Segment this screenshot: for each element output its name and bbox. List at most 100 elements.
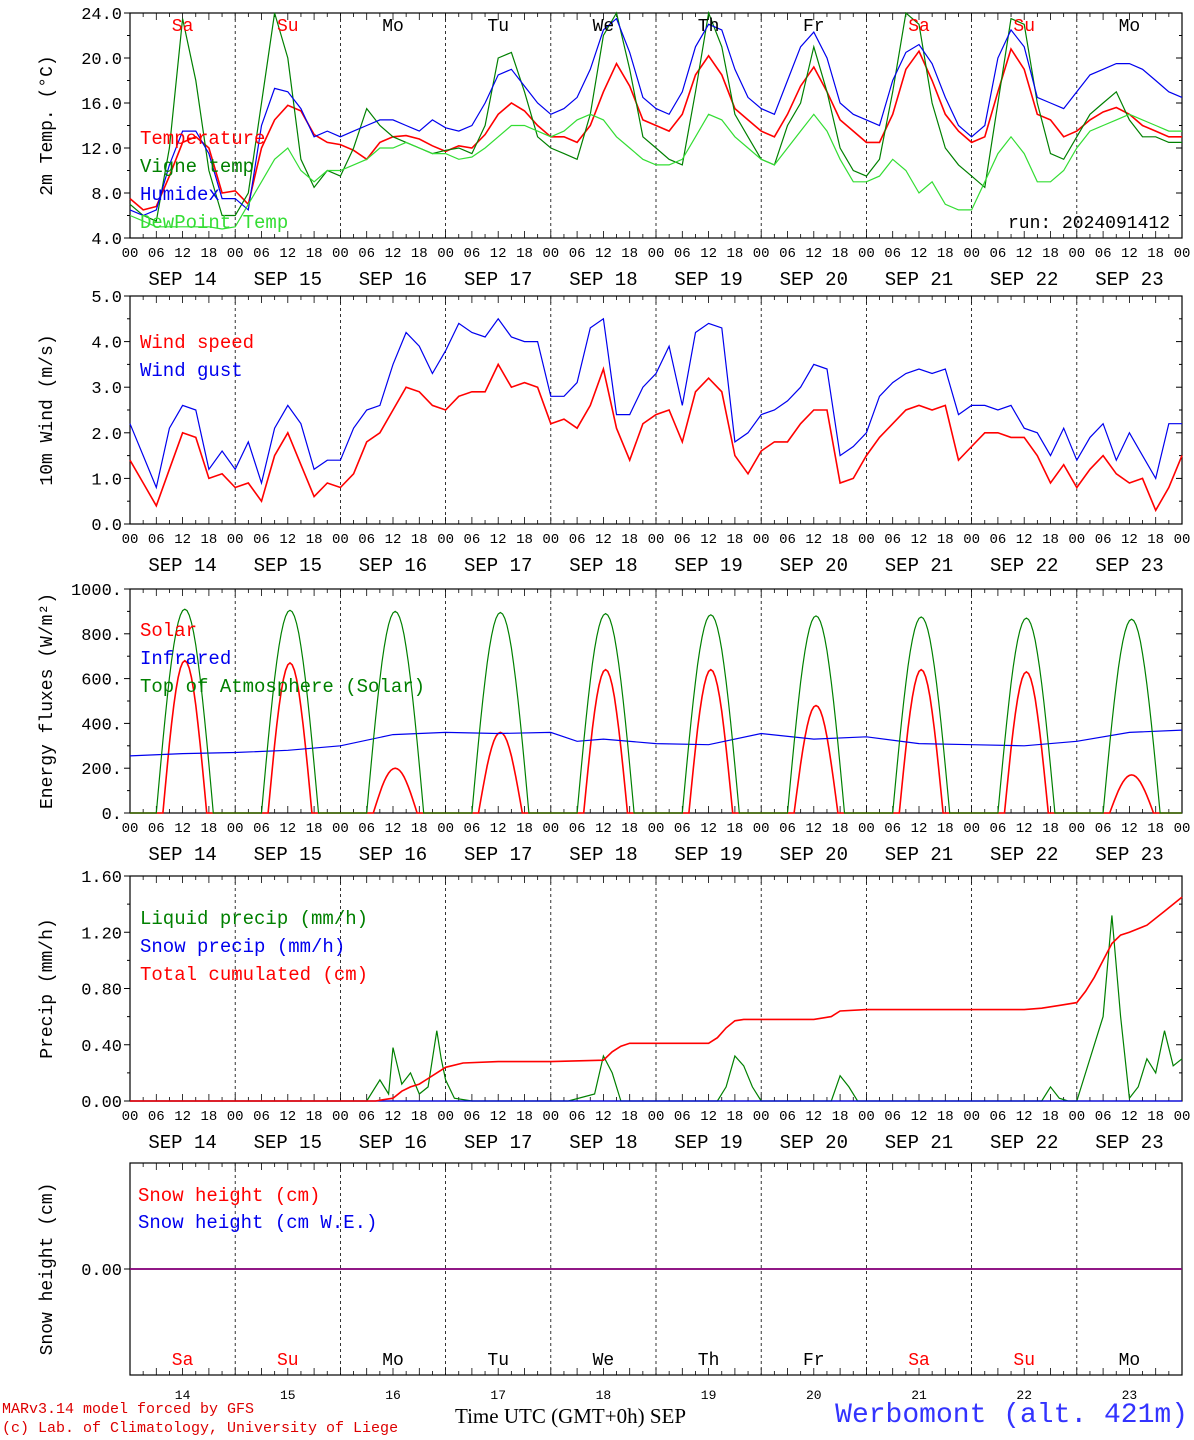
hour-tick-label: 00	[753, 1109, 770, 1125]
hour-tick-label: 00	[332, 1109, 349, 1125]
weekday-label: Mo	[1119, 1351, 1141, 1371]
hour-tick-label: 00	[122, 1109, 139, 1125]
hour-tick-label: 00	[227, 532, 244, 548]
hour-tick-label: 06	[1095, 821, 1112, 837]
date-label: SEP 23	[1095, 555, 1163, 577]
hour-tick-label: 00	[753, 821, 770, 837]
weekday-label: Sa	[908, 1351, 930, 1371]
date-label: SEP 19	[674, 1132, 742, 1154]
hour-tick-label: 18	[1147, 246, 1164, 262]
hour-tick-label: 06	[463, 821, 480, 837]
legend-entry: Temperature	[140, 128, 265, 150]
y-tick-label: 400.	[81, 716, 122, 735]
y-tick-label: 800.	[81, 627, 122, 646]
y-tick-label: 1.20	[81, 925, 122, 944]
hour-tick-label: 00	[437, 821, 454, 837]
date-label: SEP 19	[674, 555, 742, 577]
hour-tick-label: 06	[463, 532, 480, 548]
hour-tick-label: 12	[700, 246, 717, 262]
panel-energy	[124, 588, 1183, 814]
hour-tick-label: 00	[1068, 532, 1085, 548]
hour-tick-label: 00	[963, 821, 980, 837]
hour-tick-label: 18	[411, 532, 428, 548]
date-label: SEP 22	[990, 269, 1058, 291]
y-tick-label: 12.0	[81, 141, 122, 160]
hour-tick-label: 06	[358, 246, 375, 262]
hour-tick-label: 18	[306, 1109, 323, 1125]
hour-tick-label: 12	[279, 532, 296, 548]
hour-tick-label: 18	[200, 246, 217, 262]
hour-tick-label: 00	[1174, 821, 1191, 837]
hour-tick-label: 06	[358, 821, 375, 837]
hour-tick-label: 06	[569, 1109, 586, 1125]
legend-entry: Wind gust	[140, 360, 243, 382]
hour-tick-label: 18	[621, 532, 638, 548]
hour-tick-label: 18	[832, 821, 849, 837]
hour-tick-label: 00	[1174, 1109, 1191, 1125]
date-label: SEP 21	[885, 1132, 953, 1154]
hour-tick-label: 18	[1042, 532, 1059, 548]
hour-tick-label: 12	[385, 532, 402, 548]
hour-tick-label: 00	[437, 246, 454, 262]
hour-tick-label: 18	[411, 1109, 428, 1125]
hour-tick-label: 00	[858, 1109, 875, 1125]
legend-entry: Total cumulated (cm)	[140, 964, 368, 986]
date-label: SEP 18	[569, 269, 637, 291]
hour-tick-label: 06	[884, 532, 901, 548]
hour-tick-label: 06	[884, 1109, 901, 1125]
hour-tick-label: 12	[911, 1109, 928, 1125]
date-label: SEP 16	[359, 555, 427, 577]
day-number-label: 19	[701, 1388, 717, 1403]
series-liquid-precip-mm-h	[130, 915, 1183, 1102]
hour-tick-label: 12	[1016, 532, 1033, 548]
hour-tick-label: 18	[621, 246, 638, 262]
hour-tick-label: 12	[1121, 821, 1138, 837]
hour-tick-label: 12	[700, 821, 717, 837]
hour-tick-label: 06	[148, 246, 165, 262]
y-tick-label: 5.0	[91, 289, 122, 308]
credit-line-1: MARv3.14 model forced by GFS	[2, 1401, 255, 1418]
hour-tick-label: 12	[700, 532, 717, 548]
weekday-label: Su	[277, 17, 299, 37]
hour-tick-label: 06	[989, 246, 1006, 262]
hour-tick-label: 18	[832, 1109, 849, 1125]
hour-tick-label: 12	[279, 821, 296, 837]
hour-tick-label: 00	[753, 532, 770, 548]
y-tick-label: 1000.	[71, 582, 122, 601]
hour-tick-label: 06	[253, 532, 270, 548]
hour-tick-label: 18	[1042, 821, 1059, 837]
y-tick-label: 0.00	[81, 1262, 122, 1281]
weekday-label: Su	[277, 1351, 299, 1371]
date-label: SEP 20	[780, 555, 848, 577]
date-label: SEP 21	[885, 555, 953, 577]
day-number-label: 15	[280, 1388, 296, 1403]
legend-entry: Solar	[140, 620, 197, 642]
date-label: SEP 22	[990, 844, 1058, 866]
hour-tick-label: 12	[385, 246, 402, 262]
date-label: SEP 15	[254, 844, 322, 866]
y-axis-label: Energy fluxes (W/m²)	[38, 593, 58, 809]
hour-tick-label: 12	[595, 1109, 612, 1125]
y-tick-label: 16.0	[81, 96, 122, 115]
panel-precip	[124, 875, 1183, 1102]
hour-tick-label: 18	[306, 821, 323, 837]
hour-tick-label: 00	[648, 532, 665, 548]
legend-entry: Vigne temp	[140, 156, 254, 178]
hour-tick-label: 12	[595, 246, 612, 262]
date-label: SEP 20	[780, 1132, 848, 1154]
date-label: SEP 18	[569, 844, 637, 866]
hour-tick-label: 12	[385, 821, 402, 837]
hour-tick-label: 12	[805, 532, 822, 548]
day-number-label: 14	[175, 1388, 191, 1403]
hour-tick-label: 00	[332, 532, 349, 548]
series-top-of-atmosphere-solar	[130, 608, 1182, 814]
y-axis-label: Precip (mm/h)	[38, 918, 58, 1058]
weekday-label: We	[593, 17, 615, 37]
hour-tick-label: 00	[1174, 532, 1191, 548]
weekday-label: Th	[698, 17, 720, 37]
hour-tick-label: 06	[463, 1109, 480, 1125]
weekday-label: Mo	[382, 1351, 404, 1371]
weekday-label: Su	[1013, 17, 1035, 37]
day-number-label: 20	[806, 1388, 822, 1403]
station-name: Werbomont (alt. 421m)	[835, 1400, 1188, 1431]
